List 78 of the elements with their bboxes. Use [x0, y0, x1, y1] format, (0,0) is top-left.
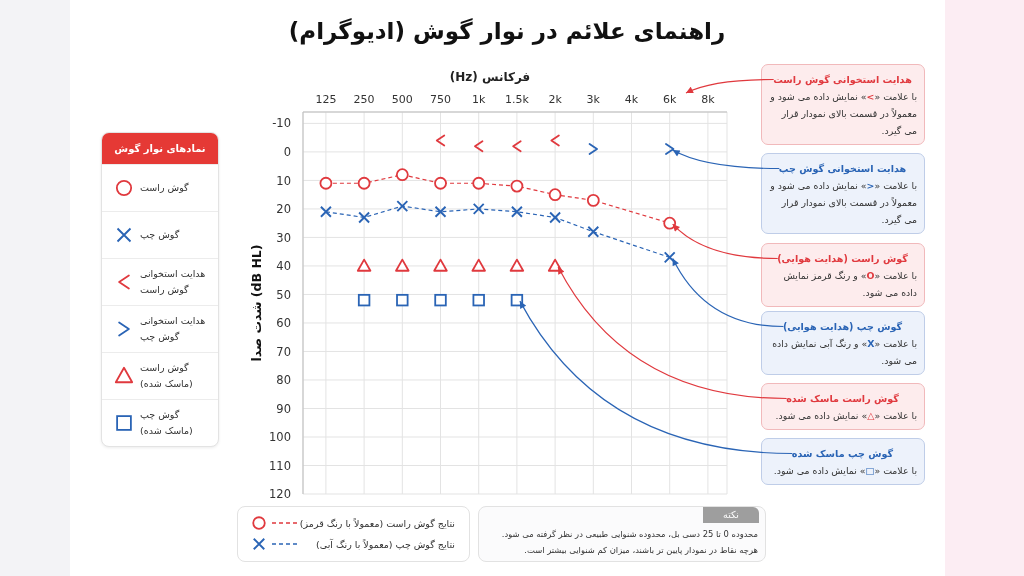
annotation: گوش چپ ماسک شده: [791, 448, 894, 459]
y-axis-title: شدت صدا (dB HL): [249, 243, 265, 364]
legend-label: گوش چپ: [140, 228, 180, 242]
point: [548, 188, 562, 202]
y-tick-label: 50: [276, 287, 291, 302]
text: نکته: [703, 507, 759, 523]
x-tick-label: 8k: [701, 93, 716, 106]
text: با علامت «<» نمایش داده می شود و معمولاً در قسمت بالای نمودار قرار می گیرد.: [770, 180, 917, 225]
point: [472, 176, 486, 190]
point: [396, 293, 409, 307]
point: [395, 168, 409, 182]
point: [357, 293, 371, 307]
text: هدایت استخوانی گوش راست: [773, 74, 912, 85]
point: [588, 143, 598, 155]
x-tick-label: 4k: [624, 93, 639, 106]
x-tick-label: 1k: [472, 93, 487, 106]
legend-title: نمادهای نوار گوش: [102, 133, 218, 164]
legend-label: هدایت استخوانی گوش راست: [140, 267, 207, 297]
x-tick-label: 1.5k: [504, 93, 530, 106]
legend-label: گوش چپ (ماسک شده): [140, 408, 194, 438]
y-tick-label: 120: [269, 487, 291, 502]
y-tick-label: 80: [276, 373, 291, 388]
text: با علامت «>» نمایش داده می شود و معمولاً در قسمت بالای نمودار قرار می گیرد.: [770, 91, 917, 136]
annotation: گوش چپ (هدایت هوایی): [782, 321, 903, 332]
text: با علامت «□» نمایش داده می شود.: [773, 465, 917, 476]
x-tick-label: 250: [353, 93, 375, 106]
point: [474, 140, 484, 153]
legend-label: گوش راست: [140, 181, 189, 195]
text: محدوده 0 تا 25 دسی بل، محدوده شنوایی طبیعی در نظر گرفته می شود.: [500, 528, 758, 541]
y-tick-label: 10: [276, 173, 291, 188]
legend-label: گوش راست (ماسک شده): [140, 361, 194, 391]
point: [356, 258, 372, 272]
x-tick-label: 3k: [586, 93, 601, 106]
point: [433, 258, 448, 272]
point: [471, 258, 486, 272]
point: [586, 193, 600, 207]
y-tick-label: -10: [272, 116, 291, 131]
point: [665, 143, 675, 155]
x-tick-label: 2k: [548, 93, 563, 106]
point: [664, 251, 676, 264]
y-tick-label: 60: [276, 316, 291, 331]
chart-title: راهنمای علائم در نوار گوش (ادیوگرام): [287, 18, 727, 44]
point: [320, 206, 332, 218]
y-tick-label: 0: [283, 144, 291, 159]
y-tick-label: 90: [276, 401, 291, 416]
y-tick-label: 40: [276, 259, 291, 274]
point: [663, 216, 677, 230]
legend-label: هدایت استخوانی گوش چپ: [140, 314, 207, 344]
text: هرچه نقاط در نمودار پایین تر باشند، میزان کم شنوایی بیشتر است.: [523, 544, 758, 557]
x-tick-label: 6k: [663, 93, 678, 106]
point: [434, 293, 447, 307]
point: [435, 134, 446, 147]
point: [511, 206, 523, 218]
point: [395, 258, 410, 272]
point: [512, 140, 522, 153]
x-tick-label: 125: [315, 93, 337, 106]
point: [510, 179, 524, 193]
point: [319, 176, 333, 190]
text: با علامت «△» نمایش داده می شود.: [775, 410, 917, 421]
point: [434, 176, 447, 190]
text: نتایج گوش چپ (معمولاً با رنگ آبی): [316, 538, 455, 550]
annotation: هدایت استخوانی گوش چپ: [778, 163, 907, 174]
point: [550, 134, 560, 147]
point: [357, 176, 371, 190]
point: [434, 206, 447, 218]
y-tick-label: 30: [276, 230, 291, 245]
y-tick-label: 20: [276, 202, 291, 217]
y-tick-label: 100: [269, 430, 291, 445]
x-axis-title: فرکانس (Hz): [448, 70, 532, 84]
y-tick-label: 70: [276, 344, 291, 359]
annotation: گوش راست ماسک شده: [786, 393, 899, 404]
point: [472, 293, 485, 307]
y-tick-label: 110: [269, 458, 291, 473]
point: [509, 258, 525, 272]
annotation: گوش راست (هدایت هوایی): [777, 253, 908, 264]
x-tick-label: 750: [430, 93, 452, 106]
x-tick-label: 500: [391, 93, 413, 106]
text: نتایج گوش راست (معمولاً با رنگ قرمز): [299, 517, 455, 529]
